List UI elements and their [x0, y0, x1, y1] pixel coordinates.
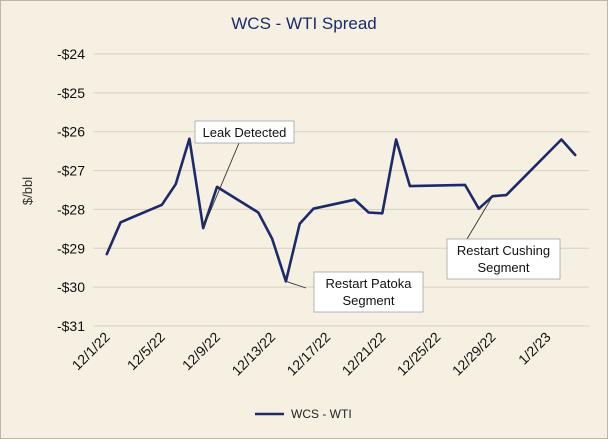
y-tick-label: -$27	[57, 163, 85, 179]
legend: WCS - WTI	[255, 407, 352, 421]
x-tick-label: 12/9/22	[179, 329, 223, 373]
y-tick-label: -$28	[57, 201, 85, 217]
y-tick-label: -$25	[57, 85, 85, 101]
y-tick-labels: -$24 -$25 -$26 -$27 -$28 -$29 -$30 -$31	[57, 46, 85, 334]
series-layer	[105, 137, 577, 283]
annotation-box	[194, 120, 295, 144]
x-tick-label: 12/13/22	[228, 329, 278, 379]
y-tick-label: -$24	[57, 46, 85, 62]
x-tick-label: 12/29/22	[449, 329, 499, 379]
annotation-text: Segment	[477, 260, 529, 275]
y-tick-label: -$30	[57, 279, 85, 295]
x-tick-label: 1/2/23	[515, 329, 554, 368]
legend-entry-label: WCS - WTI	[291, 407, 352, 421]
annotation-leader	[466, 195, 493, 240]
y-tick-label: -$26	[57, 124, 85, 140]
y-tick-label: -$31	[57, 318, 85, 334]
x-tick-label: 12/5/22	[124, 329, 168, 373]
gridlines	[93, 53, 589, 327]
annotation-leader	[202, 142, 240, 229]
chart-title: WCS - WTI Spread	[231, 14, 376, 33]
annotation-text: Restart Cushing	[457, 243, 550, 258]
annotations-layer: Leak Detected Restart Patoka Segment Restar…	[194, 120, 561, 313]
annotation-box	[446, 238, 561, 280]
annotation-text: Restart Patoka	[326, 276, 413, 291]
x-tick-label: 12/21/22	[339, 329, 389, 379]
x-tick-label: 12/17/22	[283, 329, 333, 379]
annotation-box	[313, 271, 424, 313]
y-tick-label: -$29	[57, 240, 85, 256]
x-tick-label: 12/25/22	[394, 329, 444, 379]
x-tick-labels: 12/1/22 12/5/22 12/9/22 12/13/22 12/17/22 12/…	[69, 329, 554, 379]
annotation-text: Leak Detected	[203, 125, 287, 140]
x-tick-label: 12/1/22	[69, 329, 113, 373]
series-line	[105, 137, 577, 283]
annotation-leader	[285, 280, 307, 289]
y-axis-label: $/bbl	[20, 177, 35, 205]
annotation-text: Segment	[342, 293, 394, 308]
